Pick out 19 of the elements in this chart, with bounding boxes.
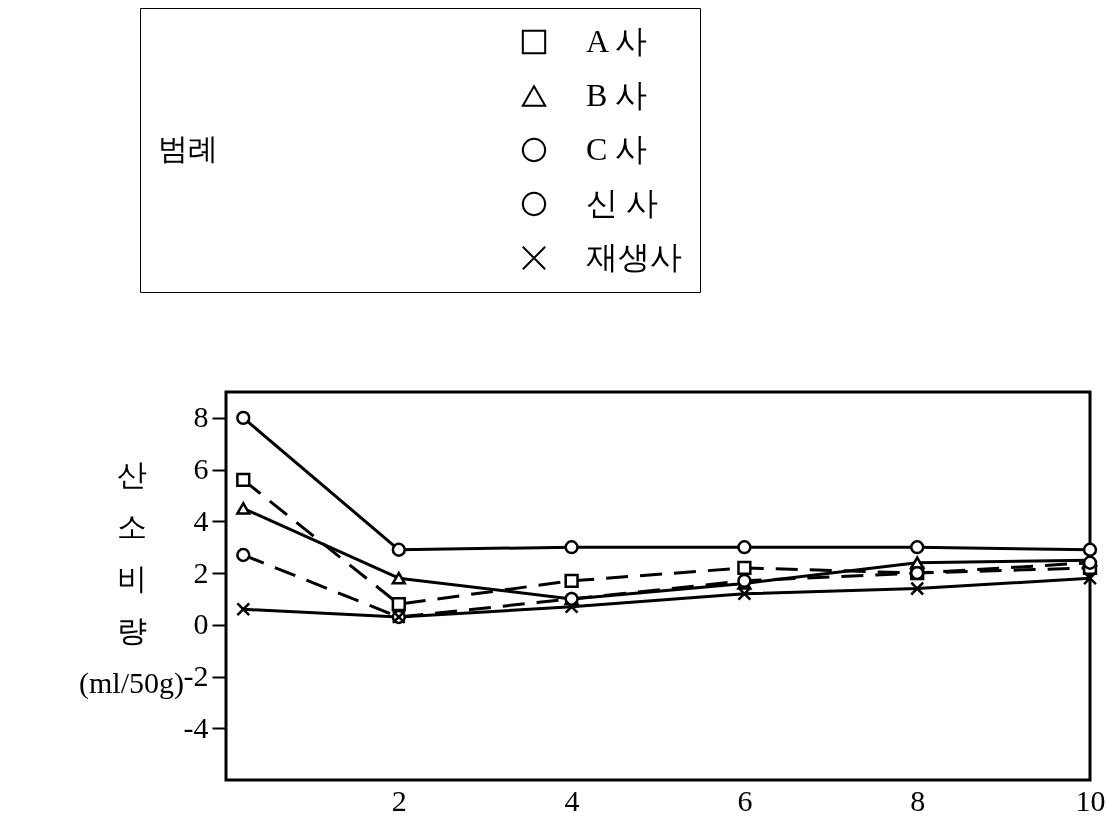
y-tick-label: 8 bbox=[193, 400, 209, 434]
x-tick-label: 4 bbox=[564, 783, 580, 817]
x-tick-label: 8 bbox=[910, 783, 926, 817]
x-tick-label: 2 bbox=[391, 783, 407, 817]
y-tick-label: 6 bbox=[193, 452, 209, 486]
y-axis-title: 산소비량 (ml/50g) bbox=[79, 457, 184, 700]
legend-label: C 사 bbox=[586, 131, 648, 167]
y-tick-label: -2 bbox=[183, 659, 209, 693]
legend-title: 범례 bbox=[158, 132, 218, 165]
legend-label: B 사 bbox=[586, 77, 648, 113]
legend-label: A 사 bbox=[586, 23, 648, 59]
x-tick-label: 10 bbox=[1075, 783, 1106, 817]
y-tick-label: -4 bbox=[183, 710, 209, 744]
y-tick-label: 2 bbox=[193, 555, 209, 589]
legend-label: 신 사 bbox=[586, 185, 658, 221]
x-tick-label: 6 bbox=[737, 783, 753, 817]
y-tick-label: 0 bbox=[193, 607, 209, 641]
y-tick-label: 4 bbox=[193, 503, 209, 537]
legend-label: 재생사 bbox=[586, 239, 682, 275]
